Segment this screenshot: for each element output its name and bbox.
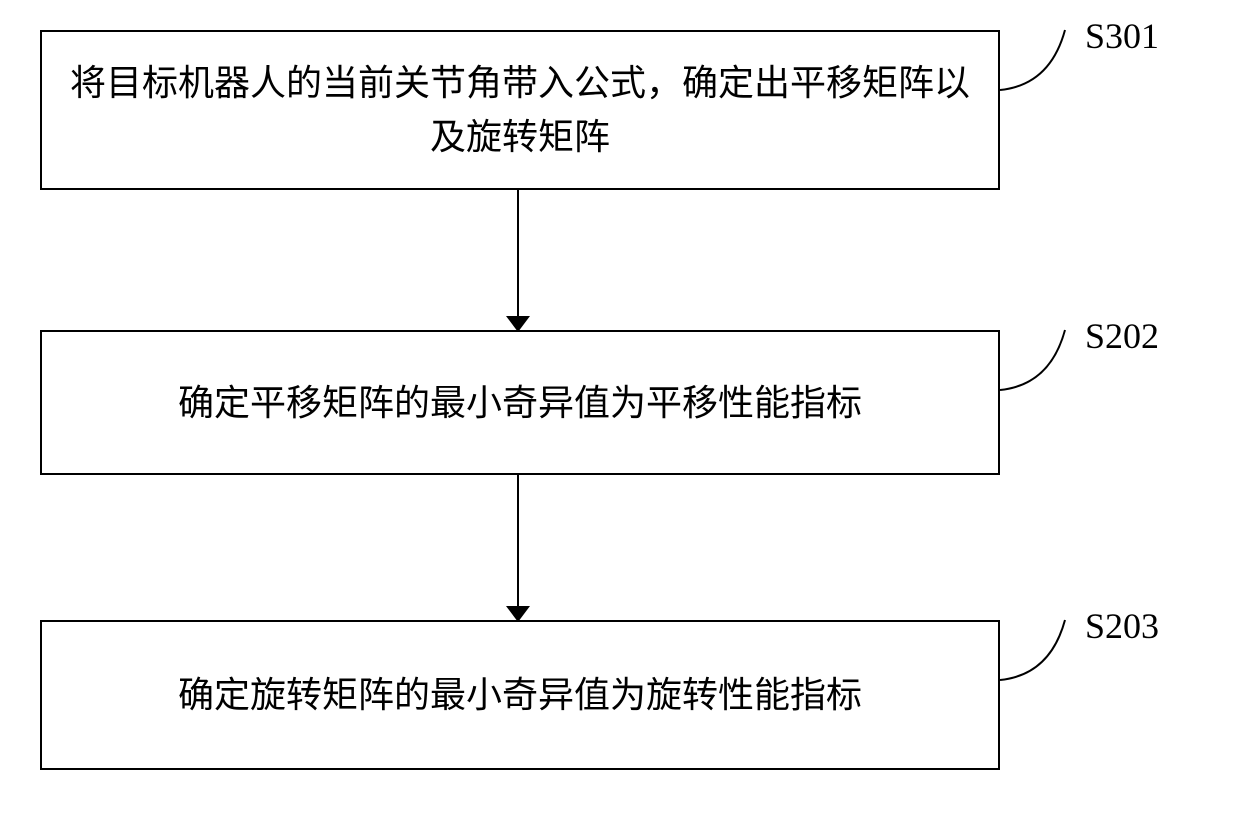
node-3-text: 确定旋转矩阵的最小奇异值为旋转性能指标 — [178, 668, 862, 722]
node-1-text: 将目标机器人的当前关节角带入公式，确定出平移矩阵以及旋转矩阵 — [62, 56, 978, 164]
node-2-label: S202 — [1085, 315, 1159, 357]
flowchart-node-2: 确定平移矩阵的最小奇异值为平移性能指标 — [40, 330, 1000, 475]
arrow-2-line — [517, 475, 519, 608]
node-3-label: S203 — [1085, 605, 1159, 647]
flowchart-node-1: 将目标机器人的当前关节角带入公式，确定出平移矩阵以及旋转矩阵 — [40, 30, 1000, 190]
node-1-arc — [1000, 25, 1090, 95]
flowchart-container: 将目标机器人的当前关节角带入公式，确定出平移矩阵以及旋转矩阵 S301 确定平移… — [0, 0, 1239, 826]
node-3-arc — [1000, 615, 1090, 685]
flowchart-node-3: 确定旋转矩阵的最小奇异值为旋转性能指标 — [40, 620, 1000, 770]
node-2-arc — [1000, 325, 1090, 395]
node-1-label: S301 — [1085, 15, 1159, 57]
arrow-1-line — [517, 190, 519, 318]
node-2-text: 确定平移矩阵的最小奇异值为平移性能指标 — [178, 376, 862, 430]
